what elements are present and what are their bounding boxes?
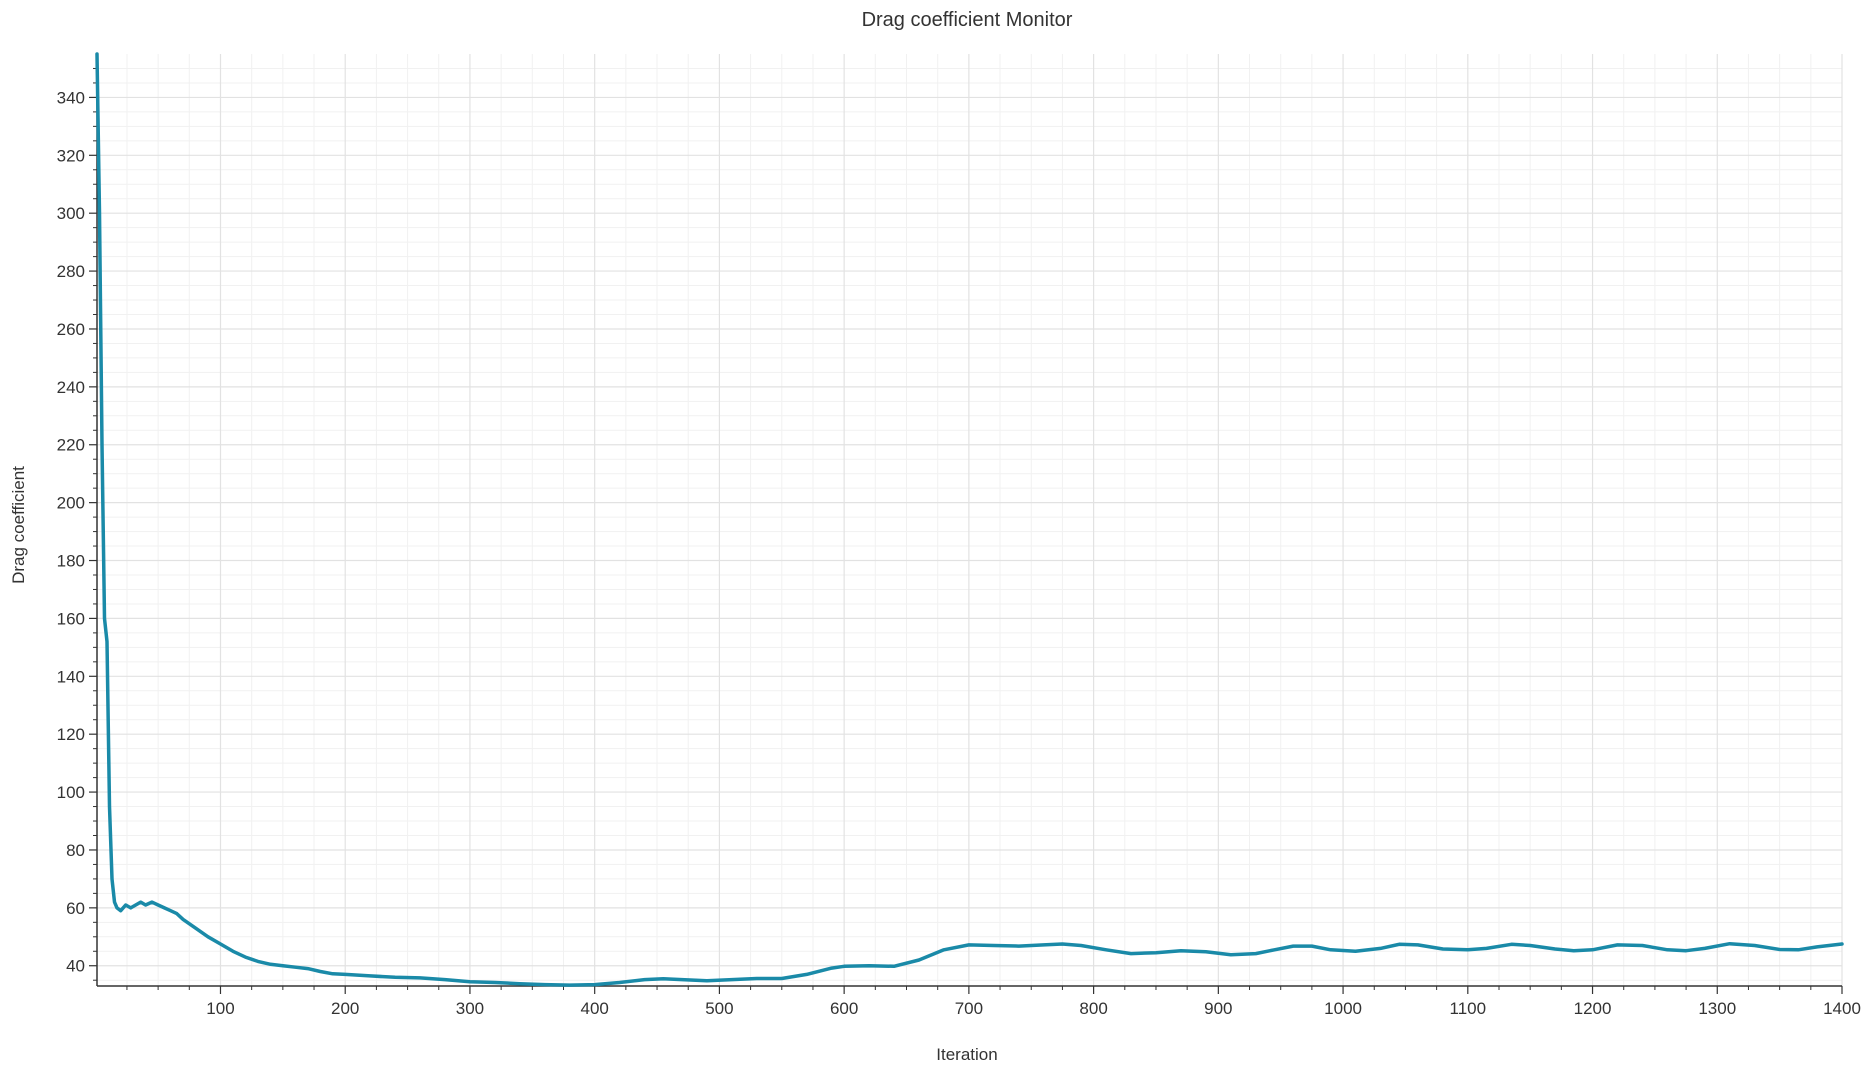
- x-tick-label: 700: [955, 999, 983, 1018]
- x-tick-label: 900: [1204, 999, 1232, 1018]
- y-tick-label: 100: [57, 783, 85, 802]
- y-axis-label: Drag coefficient: [9, 466, 28, 584]
- y-tick-label: 340: [57, 88, 85, 107]
- y-tick-label: 40: [66, 957, 85, 976]
- y-tick-label: 180: [57, 552, 85, 571]
- x-tick-label: 1300: [1698, 999, 1736, 1018]
- y-tick-label: 120: [57, 725, 85, 744]
- axes: [96, 54, 1842, 987]
- x-tick-label: 400: [580, 999, 608, 1018]
- y-axis-ticks: 40 60 80 100 120 140 160 180 200 220 240 260 280 300 3…: [57, 67, 97, 981]
- x-tick-label: 1400: [1823, 999, 1861, 1018]
- x-tick-label: 200: [331, 999, 359, 1018]
- y-tick-label: 260: [57, 320, 85, 339]
- x-tick-label: 1200: [1574, 999, 1612, 1018]
- x-tick-label: 300: [456, 999, 484, 1018]
- y-tick-label: 300: [57, 204, 85, 223]
- x-tick-label: 600: [830, 999, 858, 1018]
- major-grid: [97, 54, 1843, 986]
- minor-grid: [97, 54, 1842, 986]
- x-tick-label: 500: [705, 999, 733, 1018]
- y-tick-label: 320: [57, 146, 85, 165]
- chart-title: Drag coefficient Monitor: [862, 9, 1073, 31]
- y-tick-label: 160: [57, 609, 85, 628]
- y-tick-label: 280: [57, 262, 85, 281]
- y-tick-label: 240: [57, 378, 85, 397]
- x-tick-label: 1000: [1324, 999, 1362, 1018]
- y-tick-label: 140: [57, 667, 85, 686]
- x-axis-ticks: 100 200 300 400 500 600 700 800 900 1000 1100 1200 1…: [126, 986, 1861, 1018]
- y-tick-label: 60: [66, 899, 85, 918]
- series-layer: [95, 52, 1844, 987]
- x-tick-label: 100: [206, 999, 234, 1018]
- x-axis-label: Iteration: [936, 1045, 997, 1064]
- series-line: [95, 52, 1844, 987]
- x-tick-label: 1100: [1450, 999, 1487, 1018]
- y-tick-label: 220: [57, 436, 85, 455]
- y-tick-label: 80: [66, 841, 85, 860]
- y-tick-label: 200: [57, 494, 85, 513]
- x-tick-label: 800: [1079, 999, 1107, 1018]
